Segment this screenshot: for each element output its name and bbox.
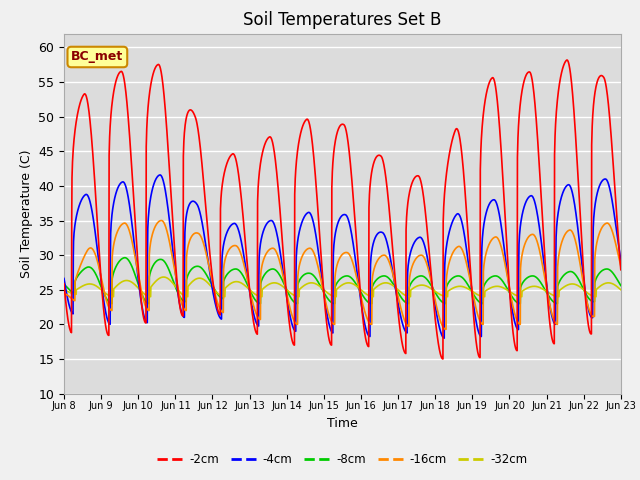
-32cm <box>508 290 516 296</box>
Title: Soil Temperatures Set B: Soil Temperatures Set B <box>243 11 442 29</box>
-4cm <box>617 257 625 263</box>
-8cm <box>508 294 516 300</box>
-16cm <box>164 232 172 238</box>
-32cm <box>60 287 68 293</box>
-32cm <box>164 276 172 282</box>
-4cm <box>508 306 516 312</box>
-16cm <box>60 291 68 297</box>
-2cm <box>164 139 172 144</box>
-32cm <box>348 281 356 287</box>
-2cm <box>60 281 68 287</box>
-16cm <box>157 217 165 223</box>
-16cm <box>442 326 450 332</box>
-8cm <box>348 276 356 282</box>
-32cm <box>406 294 414 300</box>
Line: -16cm: -16cm <box>64 220 621 329</box>
-4cm <box>164 205 172 211</box>
-8cm <box>164 265 172 271</box>
-8cm <box>108 300 116 307</box>
-32cm <box>593 286 601 292</box>
-8cm <box>60 281 68 287</box>
-16cm <box>212 295 220 300</box>
-4cm <box>212 304 220 310</box>
-4cm <box>440 336 448 341</box>
-8cm <box>212 289 220 295</box>
Line: -4cm: -4cm <box>64 175 621 338</box>
-2cm <box>212 298 220 304</box>
-4cm <box>60 276 68 281</box>
-4cm <box>593 192 601 198</box>
-2cm <box>439 356 447 362</box>
-32cm <box>159 274 167 280</box>
-8cm <box>617 283 625 288</box>
-32cm <box>212 289 220 295</box>
-16cm <box>348 257 356 263</box>
Y-axis label: Soil Temperature (C): Soil Temperature (C) <box>20 149 33 278</box>
-2cm <box>406 189 413 194</box>
-32cm <box>617 287 625 293</box>
Line: -8cm: -8cm <box>64 258 621 304</box>
-32cm <box>109 294 117 300</box>
-16cm <box>406 273 414 278</box>
-16cm <box>617 263 625 269</box>
-4cm <box>406 252 414 258</box>
-8cm <box>593 274 601 280</box>
-2cm <box>348 175 356 181</box>
X-axis label: Time: Time <box>327 417 358 430</box>
-8cm <box>121 255 129 261</box>
-16cm <box>593 240 601 246</box>
-2cm <box>617 267 625 273</box>
-2cm <box>563 57 571 63</box>
Line: -2cm: -2cm <box>64 60 621 359</box>
Legend: -2cm, -4cm, -8cm, -16cm, -32cm: -2cm, -4cm, -8cm, -16cm, -32cm <box>152 448 532 470</box>
-2cm <box>508 317 516 323</box>
-4cm <box>156 172 164 178</box>
-4cm <box>348 233 356 239</box>
Line: -32cm: -32cm <box>64 277 621 297</box>
-8cm <box>406 282 414 288</box>
-2cm <box>593 80 601 86</box>
-16cm <box>508 299 516 305</box>
Text: BC_met: BC_met <box>71 50 124 63</box>
